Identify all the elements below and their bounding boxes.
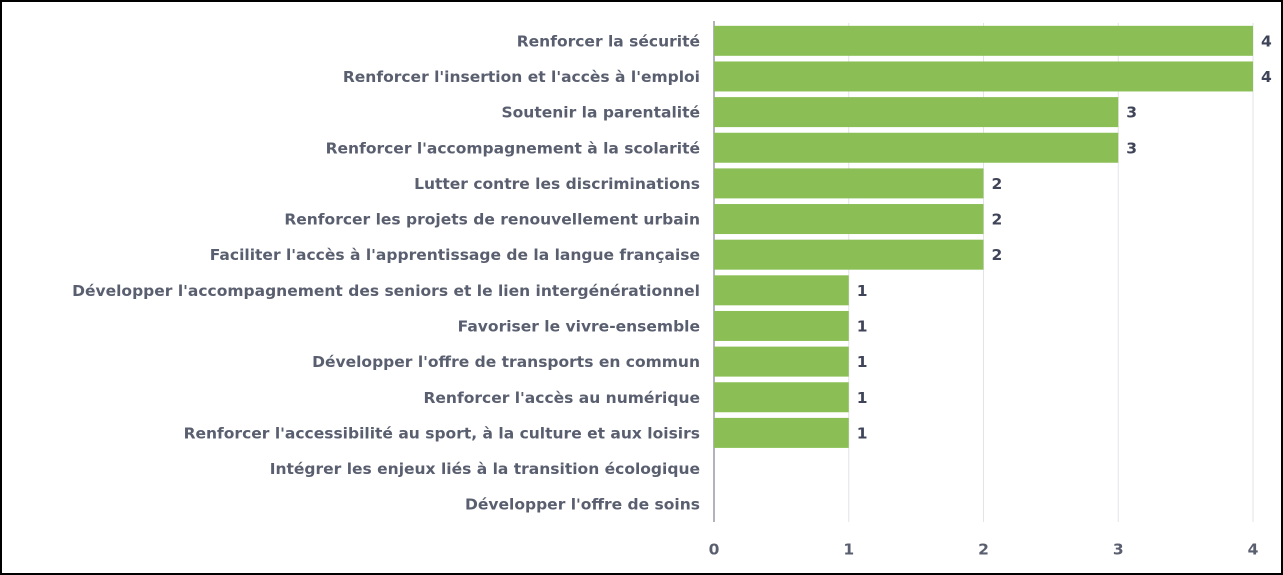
bar [714, 310, 849, 341]
x-tick-label: 4 [1248, 541, 1259, 559]
bar [714, 346, 849, 377]
y-tick-label: Développer l'accompagnement des seniors … [72, 282, 700, 300]
data-label: 1 [857, 424, 868, 442]
bar [714, 204, 984, 235]
data-label: 4 [1261, 68, 1272, 86]
y-tick-label: Développer l'offre de transports en comm… [312, 353, 700, 371]
data-label: 2 [992, 211, 1003, 229]
y-tick-label: Lutter contre les discriminations [414, 175, 700, 193]
x-tick-label: 2 [978, 541, 989, 559]
bar [714, 239, 984, 270]
bar [714, 417, 849, 448]
bar [714, 168, 984, 199]
y-tick-label: Intégrer les enjeux liés à la transition… [270, 460, 700, 478]
y-tick-label: Renforcer l'accessibilité au sport, à la… [184, 424, 700, 442]
data-label: 4 [1261, 32, 1272, 50]
data-label: 3 [1126, 139, 1137, 157]
y-tick-label: Développer l'offre de soins [465, 496, 700, 514]
bar [714, 382, 849, 413]
x-tick-label: 3 [1113, 541, 1124, 559]
bar [714, 25, 1253, 56]
x-tick-label: 1 [843, 541, 854, 559]
data-label: 1 [857, 389, 868, 407]
data-label: 2 [992, 175, 1003, 193]
bar [714, 97, 1119, 128]
y-tick-label: Renforcer les projets de renouvellement … [284, 211, 700, 229]
data-label: 1 [857, 282, 868, 300]
data-label: 3 [1126, 104, 1137, 122]
bar [714, 132, 1119, 163]
bar [714, 61, 1253, 92]
y-tick-label: Faciliter l'accès à l'apprentissage de l… [210, 246, 700, 264]
y-tick-label: Renforcer l'accompagnement à la scolarit… [326, 139, 700, 157]
data-label: 1 [857, 317, 868, 335]
y-tick-label: Soutenir la parentalité [502, 104, 701, 122]
y-tick-label: Renforcer l'accès au numérique [423, 389, 700, 407]
y-tick-label: Renforcer l'insertion et l'accès à l'emp… [343, 68, 700, 86]
y-tick-label: Renforcer la sécurité [517, 32, 700, 50]
bar [714, 275, 849, 306]
data-label: 1 [857, 353, 868, 371]
data-label: 2 [992, 246, 1003, 264]
y-tick-label: Favoriser le vivre-ensemble [458, 317, 700, 335]
x-tick-label: 0 [709, 541, 720, 559]
